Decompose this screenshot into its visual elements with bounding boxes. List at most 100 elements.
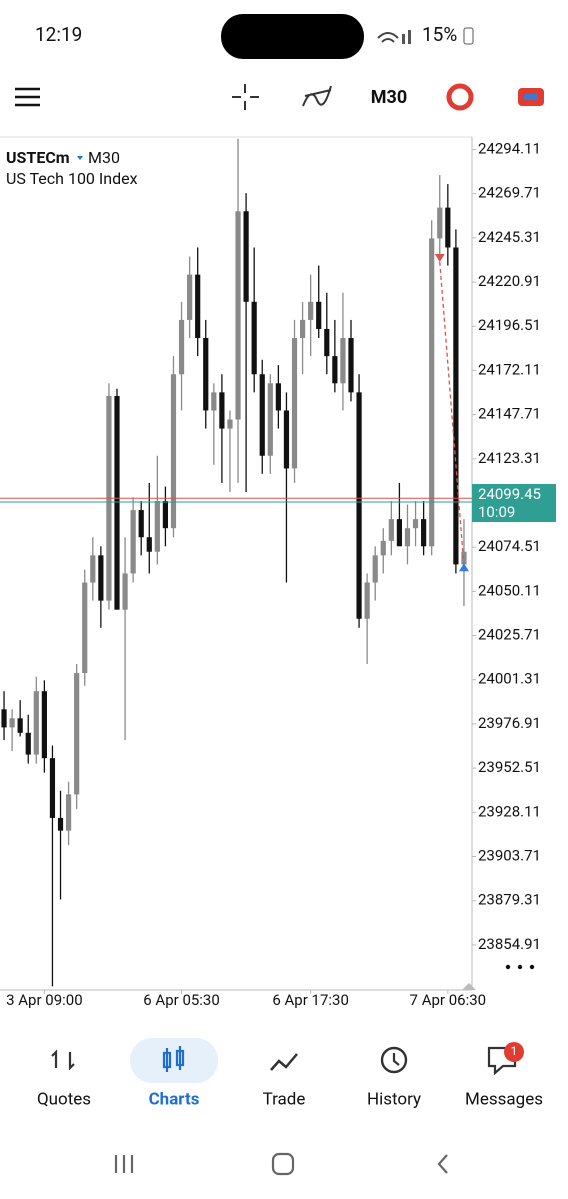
battery-icon: [463, 27, 474, 45]
candle-body: [41, 691, 47, 759]
candle-body: [316, 301, 322, 329]
candle-body: [138, 510, 144, 538]
y-tick-label: 23854.91: [478, 935, 541, 953]
trade-close-marker: [458, 563, 469, 572]
y-tick-label: 24196.51: [478, 316, 541, 334]
candle-body: [299, 319, 306, 339]
candle-body: [114, 395, 120, 610]
nav-label[interactable]: Trade: [263, 1089, 306, 1109]
battery-level: 15%: [422, 23, 457, 46]
candle-body: [227, 419, 233, 429]
more-dot[interactable]: [505, 964, 511, 970]
system-nav: [114, 1152, 448, 1176]
badge-count: 1: [511, 1044, 518, 1058]
candle-body: [219, 392, 225, 429]
candle-body: [57, 817, 64, 831]
price-label-box: [472, 484, 556, 523]
candle-body: [372, 555, 378, 583]
candle-body: [412, 519, 419, 529]
timeframe-button[interactable]: M30: [371, 87, 407, 108]
y-tick-label: 24172.11: [478, 360, 541, 378]
y-tick-label: 23952.51: [478, 758, 541, 776]
candle-body: [291, 338, 298, 469]
countdown-label: 10:09: [478, 503, 515, 521]
nav-label[interactable]: Messages: [465, 1089, 543, 1109]
candle-body: [324, 328, 330, 357]
x-tick-label: 6 Apr 05:30: [143, 991, 220, 1009]
candle-body: [283, 410, 290, 469]
nav-label[interactable]: History: [367, 1089, 421, 1109]
candle-body: [65, 794, 72, 831]
y-tick-label: 24001.31: [478, 670, 541, 688]
menu-button[interactable]: [15, 87, 40, 107]
wifi-icon: [377, 32, 399, 43]
candle-body: [259, 374, 265, 456]
candle-body: [211, 392, 217, 411]
x-tick-label: 3 Apr 09:00: [6, 991, 83, 1009]
candle-body: [421, 519, 427, 547]
y-tick-label: 24294.11: [478, 139, 541, 157]
candle-body: [1, 709, 7, 728]
camera-notch: [221, 14, 364, 59]
current-price-label: 24099.45: [478, 485, 541, 503]
candle-body: [170, 374, 177, 529]
candle-body: [364, 582, 370, 619]
candle-body: [162, 501, 169, 529]
chart-symbol[interactable]: USTECm: [6, 148, 70, 167]
candle-body: [453, 247, 459, 565]
candle-body: [340, 338, 346, 384]
signal-icon: [402, 34, 405, 44]
symbol-dropdown[interactable]: [77, 156, 83, 160]
candle-body: [25, 732, 31, 755]
more-dot[interactable]: [517, 964, 523, 970]
candle-body: [17, 718, 23, 733]
trade-open-marker: [434, 253, 445, 262]
y-tick-label: 24147.71: [478, 405, 541, 423]
y-tick-label: 23928.11: [478, 802, 541, 820]
candle-body: [98, 555, 104, 601]
more-dot[interactable]: [529, 964, 535, 970]
y-tick-label: 24245.31: [478, 228, 541, 246]
trade-button[interactable]: [446, 83, 474, 111]
candle-body: [429, 238, 435, 547]
y-tick-label: 24025.71: [478, 626, 541, 644]
candle-body: [308, 301, 314, 320]
candle-body: [90, 555, 96, 583]
indicators-button[interactable]: [302, 85, 332, 107]
chart-description: US Tech 100 Index: [6, 169, 138, 188]
candle-body: [178, 319, 185, 375]
candle-body: [437, 207, 443, 239]
scroll-marker: [462, 983, 476, 990]
chart-timeframe: M30: [88, 148, 120, 167]
charts-icon: [162, 1046, 185, 1072]
candle-body: [356, 392, 362, 619]
candle-body: [74, 673, 80, 795]
x-tick-label: 7 Apr 06:30: [410, 991, 487, 1009]
x-tick-label: 6 Apr 17:30: [272, 991, 349, 1009]
nav-label[interactable]: Quotes: [37, 1089, 91, 1109]
signal-icon: [408, 30, 411, 44]
candle-body: [445, 207, 451, 248]
candle-body: [267, 383, 273, 456]
candle-body: [396, 519, 403, 547]
candle-body: [146, 537, 152, 552]
history-icon: [380, 1046, 408, 1074]
candle-body: [154, 501, 160, 552]
y-tick-label: 23903.71: [478, 846, 541, 864]
nav-label[interactable]: Charts: [149, 1089, 200, 1109]
candle-body: [275, 383, 281, 411]
candle-body: [380, 540, 386, 556]
y-tick-label: 23879.31: [478, 891, 541, 909]
trade-line: [439, 261, 465, 567]
candle-body: [9, 718, 15, 728]
candle-body: [251, 301, 257, 375]
history-icon-hands: [392, 1053, 400, 1066]
one-click-icon: [524, 94, 538, 100]
crosshair-button[interactable]: [232, 84, 259, 110]
candle-body: [404, 528, 411, 547]
candle-body: [130, 510, 136, 574]
quotes-icon: [51, 1049, 75, 1071]
y-tick-label: 24123.31: [478, 449, 541, 467]
